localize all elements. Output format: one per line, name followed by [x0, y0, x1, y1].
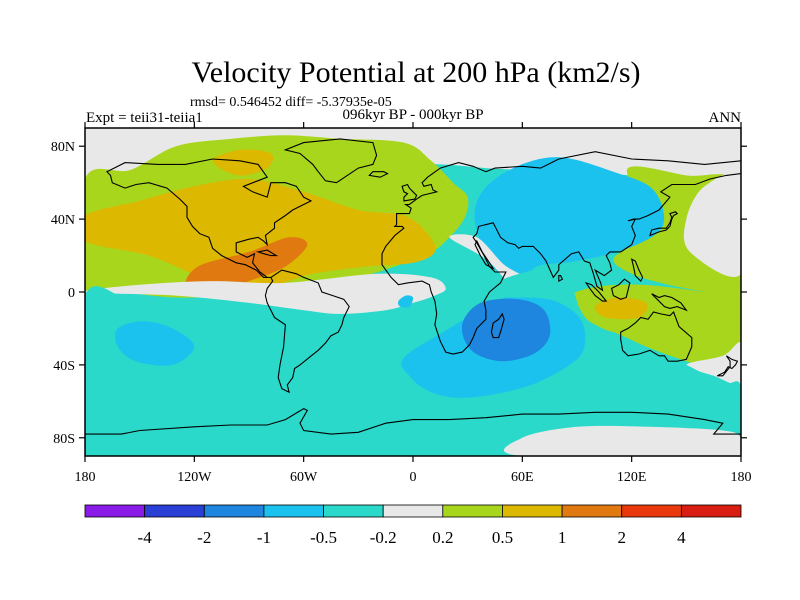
- y-tick-label: 80N: [51, 140, 75, 155]
- coastline-australia: [620, 311, 693, 362]
- colorbar-label: 0.2: [432, 528, 453, 547]
- coastline-borneo: [610, 278, 631, 300]
- x-tick-label: 120E: [617, 470, 647, 485]
- coastline-layer: [85, 138, 741, 456]
- y-tick-label: 0: [68, 286, 75, 301]
- contour-region-west-african-negative-blob: [398, 295, 414, 308]
- contour-region-antarctic-coast-neutral: [504, 425, 741, 456]
- coastline-new-zealand: [717, 355, 739, 377]
- season-label: ANN: [709, 110, 742, 126]
- stats-line: rmsd= 0.546452 diff= -5.37935e-05: [190, 95, 392, 110]
- coastline-north-america: [105, 158, 313, 278]
- chart-title: Velocity Potential at 200 hPa (km2/s): [191, 56, 640, 89]
- colorbar-swatch: [203, 504, 265, 518]
- colorbar-label: 4: [677, 528, 686, 547]
- x-tick-label: 60E: [511, 470, 534, 485]
- map-panel: [84, 127, 742, 457]
- colorbar-label: -4: [138, 528, 153, 547]
- colorbar: -4 -2 -1 -0.5 -0.2 0.2 0.5 1 2 4: [84, 504, 742, 547]
- colorbar-swatch: [621, 504, 682, 518]
- colorbar-swatch: [502, 504, 563, 518]
- y-tick-label: 40S: [53, 359, 75, 374]
- colorbar-swatch: [561, 504, 623, 518]
- colorbar-label: -0.5: [310, 528, 337, 547]
- contour-region-south-pacific-neutral: [686, 342, 741, 385]
- contour-region-south-pacific-negative-blob: [115, 321, 195, 366]
- colorbar-label: 2: [617, 528, 626, 547]
- contour-region-central-asia-negative: [474, 157, 665, 285]
- colorbar-label: 1: [558, 528, 567, 547]
- contour-region-north-atlantic-orange-lobe: [212, 149, 274, 176]
- coastline-arabian-red-sea-gap: [474, 239, 495, 270]
- coastline-great-britain: [401, 183, 418, 202]
- y-tick-label: 40N: [51, 213, 75, 228]
- coastline-caribbean-cuba: [255, 249, 279, 257]
- x-tick-label: 0: [410, 470, 417, 485]
- x-axis-ticks: 180 120W 60W 0 60E 120E 180: [75, 122, 752, 485]
- colorbar-label: -2: [197, 528, 211, 547]
- coastline-philippines: [630, 258, 644, 283]
- colorbar-swatch: [680, 504, 742, 518]
- coastline-sri-lanka: [558, 275, 564, 283]
- coastline-sumatra: [584, 281, 608, 302]
- contour-region-maritime-continent-orange: [594, 297, 648, 320]
- colorbar-label: -0.2: [370, 528, 397, 547]
- coastline-iceland: [368, 171, 389, 178]
- colorbar-swatch: [144, 504, 205, 518]
- contour-fill-layer: [85, 128, 741, 456]
- contour-region-mozambique-min: [461, 298, 551, 362]
- coastline-greenland: [283, 138, 378, 184]
- x-tick-label: 60W: [290, 470, 318, 485]
- contour-region-west-pacific-neutral: [683, 173, 741, 277]
- colorbar-swatch: [323, 504, 384, 518]
- coastline-new-guinea: [651, 293, 688, 312]
- colorbar-swatch: [263, 504, 324, 518]
- period-label: 096kyr BP - 000kyr BP: [342, 107, 483, 123]
- colorbar-label: -1: [257, 528, 271, 547]
- colorbar-swatch: [382, 504, 444, 518]
- y-axis-ticks: 80N 40N 0 40S 80S: [51, 140, 747, 447]
- colorbar-label: 0.5: [492, 528, 513, 547]
- y-tick-label: 80S: [53, 432, 75, 447]
- colorbar-swatch: [84, 504, 146, 518]
- coastline-madagascar: [490, 312, 505, 339]
- coastline-eurasia-africa: [381, 151, 741, 355]
- coastline-japan: [649, 211, 679, 237]
- coastline-antarctica: [85, 407, 741, 456]
- colorbar-swatch: [442, 504, 503, 518]
- x-tick-label: 120W: [177, 470, 212, 485]
- x-tick-label: 180: [731, 470, 752, 485]
- experiment-label: Expt = teii31-teiia1: [86, 110, 203, 126]
- contour-region-atlantic-orange-band: [85, 178, 436, 289]
- x-tick-label: 180: [75, 470, 96, 485]
- coastline-south-america: [264, 269, 350, 394]
